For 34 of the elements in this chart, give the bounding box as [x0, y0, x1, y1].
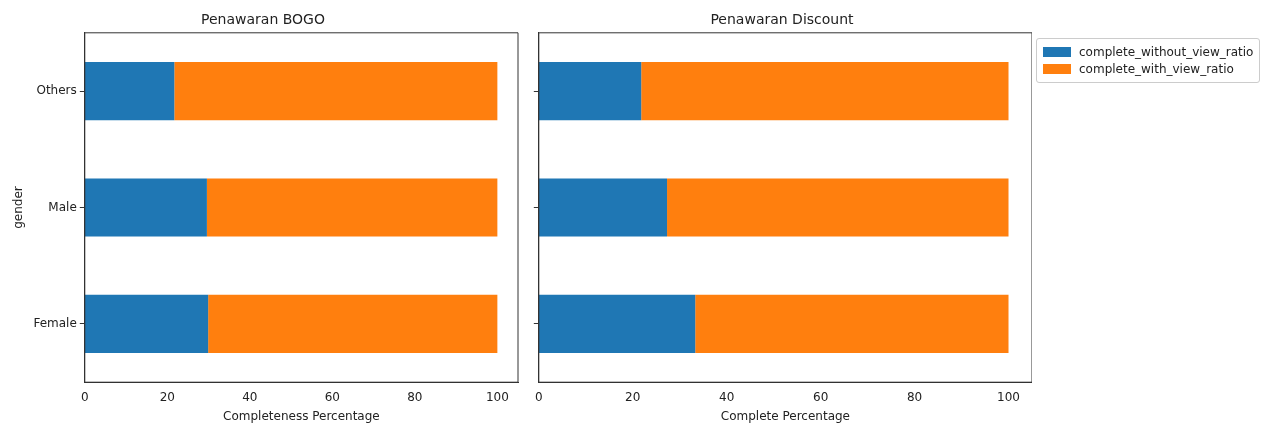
x-tick-label: 100 [485, 389, 509, 404]
bar [84, 178, 207, 237]
y-axis-title: gender [11, 186, 26, 229]
x-tick-label: 80 [906, 389, 923, 404]
x-tick-label: 0 [80, 389, 89, 404]
bar [206, 178, 498, 237]
bar [174, 61, 498, 121]
bar [208, 294, 498, 354]
x-tick-label: 0 [535, 389, 543, 404]
bar [695, 294, 1009, 354]
chart-title: Penawaran Discount [710, 11, 855, 28]
bar [538, 61, 642, 121]
bar [538, 294, 696, 354]
x-tick-label: 60 [813, 389, 829, 404]
x-tick-label: 20 [625, 389, 641, 404]
x-tick-label: 20 [159, 389, 175, 404]
x-tick-label: 100 [997, 389, 1020, 404]
legend-label: complete_without_view_ratio [1079, 45, 1254, 59]
bar [84, 294, 209, 354]
y-tick-label: Male [48, 199, 77, 214]
bar [84, 61, 175, 121]
x-axis-title: Complete Percentage [720, 408, 850, 423]
bar [641, 61, 1009, 121]
x-tick-label: 80 [407, 389, 423, 404]
bar [667, 178, 1009, 237]
legend-label: complete_with_view_ratio [1079, 62, 1234, 76]
chart-title: Penawaran BOGO [201, 11, 325, 28]
x-tick-label: 60 [324, 389, 340, 404]
y-tick-label: Others [36, 83, 77, 98]
x-axis-title: Completeness Percentage [223, 408, 380, 423]
y-tick-label: Female [33, 316, 77, 331]
x-tick-label: 40 [719, 389, 735, 404]
bar [538, 178, 668, 237]
x-tick-label: 40 [242, 389, 258, 404]
